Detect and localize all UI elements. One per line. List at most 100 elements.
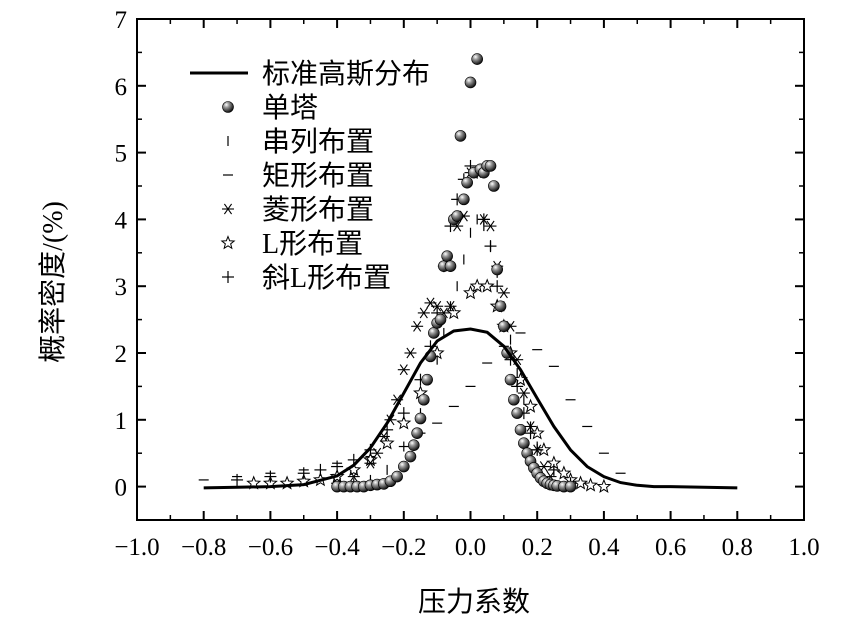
data-point <box>264 470 277 483</box>
data-point <box>469 278 485 293</box>
x-tick-label: 1.0 <box>788 534 819 561</box>
legend-item: 标准高斯分布 <box>190 58 430 90</box>
data-point <box>477 213 490 226</box>
data-point <box>517 387 530 399</box>
legend-item: 矩形布置 <box>223 160 374 192</box>
data-point <box>479 278 495 293</box>
data-point <box>451 210 463 222</box>
data-point <box>397 407 410 420</box>
y-tick-label: 0 <box>115 475 128 502</box>
legend-swatch <box>220 235 236 250</box>
data-point <box>418 393 430 406</box>
data-point <box>421 373 433 386</box>
x-axis-title: 压力系数 <box>418 586 530 618</box>
x-tick-label: −0.2 <box>381 534 426 561</box>
series-5 <box>246 278 612 493</box>
legend-item: 单塔 <box>222 92 318 124</box>
data-point <box>484 240 497 253</box>
data-point <box>531 443 544 456</box>
legend-label: 标准高斯分布 <box>262 58 430 90</box>
y-tick-label: 4 <box>115 207 128 234</box>
data-point <box>491 263 503 276</box>
legend-swatch <box>222 203 234 215</box>
data-point <box>511 407 523 419</box>
x-tick-label: −0.4 <box>314 534 360 561</box>
legend-item: L形布置 <box>220 228 363 260</box>
data-point <box>494 300 507 313</box>
data-point <box>379 435 395 450</box>
data-point <box>458 193 470 206</box>
data-point <box>391 470 403 483</box>
x-tick-label: −1.0 <box>114 534 159 561</box>
legend-item: 菱形布置 <box>222 194 374 226</box>
data-point <box>428 327 440 339</box>
data-point <box>547 463 560 476</box>
legend-label: 单塔 <box>262 92 318 124</box>
y-axis-title: 概率密度/(%) <box>37 201 69 363</box>
data-point <box>431 300 444 312</box>
x-tick-label: 0.2 <box>522 534 553 561</box>
legend-label: 斜L形布置 <box>262 262 391 294</box>
data-point <box>444 300 457 312</box>
y-tick-label: 6 <box>115 74 128 101</box>
y-tick-label: 7 <box>115 7 128 34</box>
data-point <box>397 460 410 473</box>
x-tick-label: 0.8 <box>722 534 753 561</box>
data-point <box>444 260 457 272</box>
data-point <box>297 467 310 480</box>
data-point <box>347 471 360 482</box>
data-point <box>497 287 510 299</box>
legend-label: 矩形布置 <box>262 160 374 192</box>
data-point <box>397 364 410 376</box>
x-tick-label: 0.4 <box>588 534 620 561</box>
y-tick-label: 3 <box>115 274 128 301</box>
data-point <box>396 415 412 430</box>
data-point <box>488 180 500 192</box>
data-point <box>408 439 420 451</box>
y-tick-label: 2 <box>115 341 128 368</box>
series-1 <box>331 53 577 493</box>
legend-label: 串列布置 <box>262 126 374 158</box>
data-point <box>404 347 417 359</box>
data-point <box>564 480 577 493</box>
x-tick-label: −0.6 <box>248 534 293 561</box>
data-point <box>514 424 527 436</box>
data-point <box>446 305 462 320</box>
data-point <box>491 280 504 293</box>
data-point <box>583 477 599 492</box>
data-point <box>508 393 520 406</box>
y-tick-label: 5 <box>115 141 128 168</box>
data-point <box>504 373 517 386</box>
data-point <box>524 421 537 432</box>
data-point <box>464 76 477 89</box>
data-point <box>511 380 524 393</box>
series-line <box>203 327 738 490</box>
data-point <box>364 457 377 469</box>
data-point <box>523 398 539 413</box>
legend-item: 斜L形布置 <box>222 262 391 294</box>
legend-swatch <box>222 101 234 113</box>
x-tick-label: 0.0 <box>455 534 486 561</box>
data-point <box>461 176 473 189</box>
legend-swatch <box>222 271 234 283</box>
data-point <box>411 320 424 332</box>
data-point <box>231 473 244 486</box>
legend-item: 串列布置 <box>227 126 374 158</box>
data-point <box>417 307 430 319</box>
data-marks <box>198 53 738 493</box>
data-point <box>404 450 417 463</box>
data-point <box>573 475 589 490</box>
data-point <box>596 478 612 493</box>
x-tick-label: −0.8 <box>181 534 226 561</box>
data-point <box>556 465 572 480</box>
legend-label: L形布置 <box>262 228 363 260</box>
y-tick-label: 1 <box>115 408 128 435</box>
data-point <box>518 437 530 449</box>
legend-label: 菱形布置 <box>262 194 374 226</box>
data-point <box>498 320 510 333</box>
data-point <box>471 53 483 65</box>
x-tick-label: 0.6 <box>655 534 686 561</box>
data-point <box>484 220 497 232</box>
data-point <box>529 425 545 440</box>
